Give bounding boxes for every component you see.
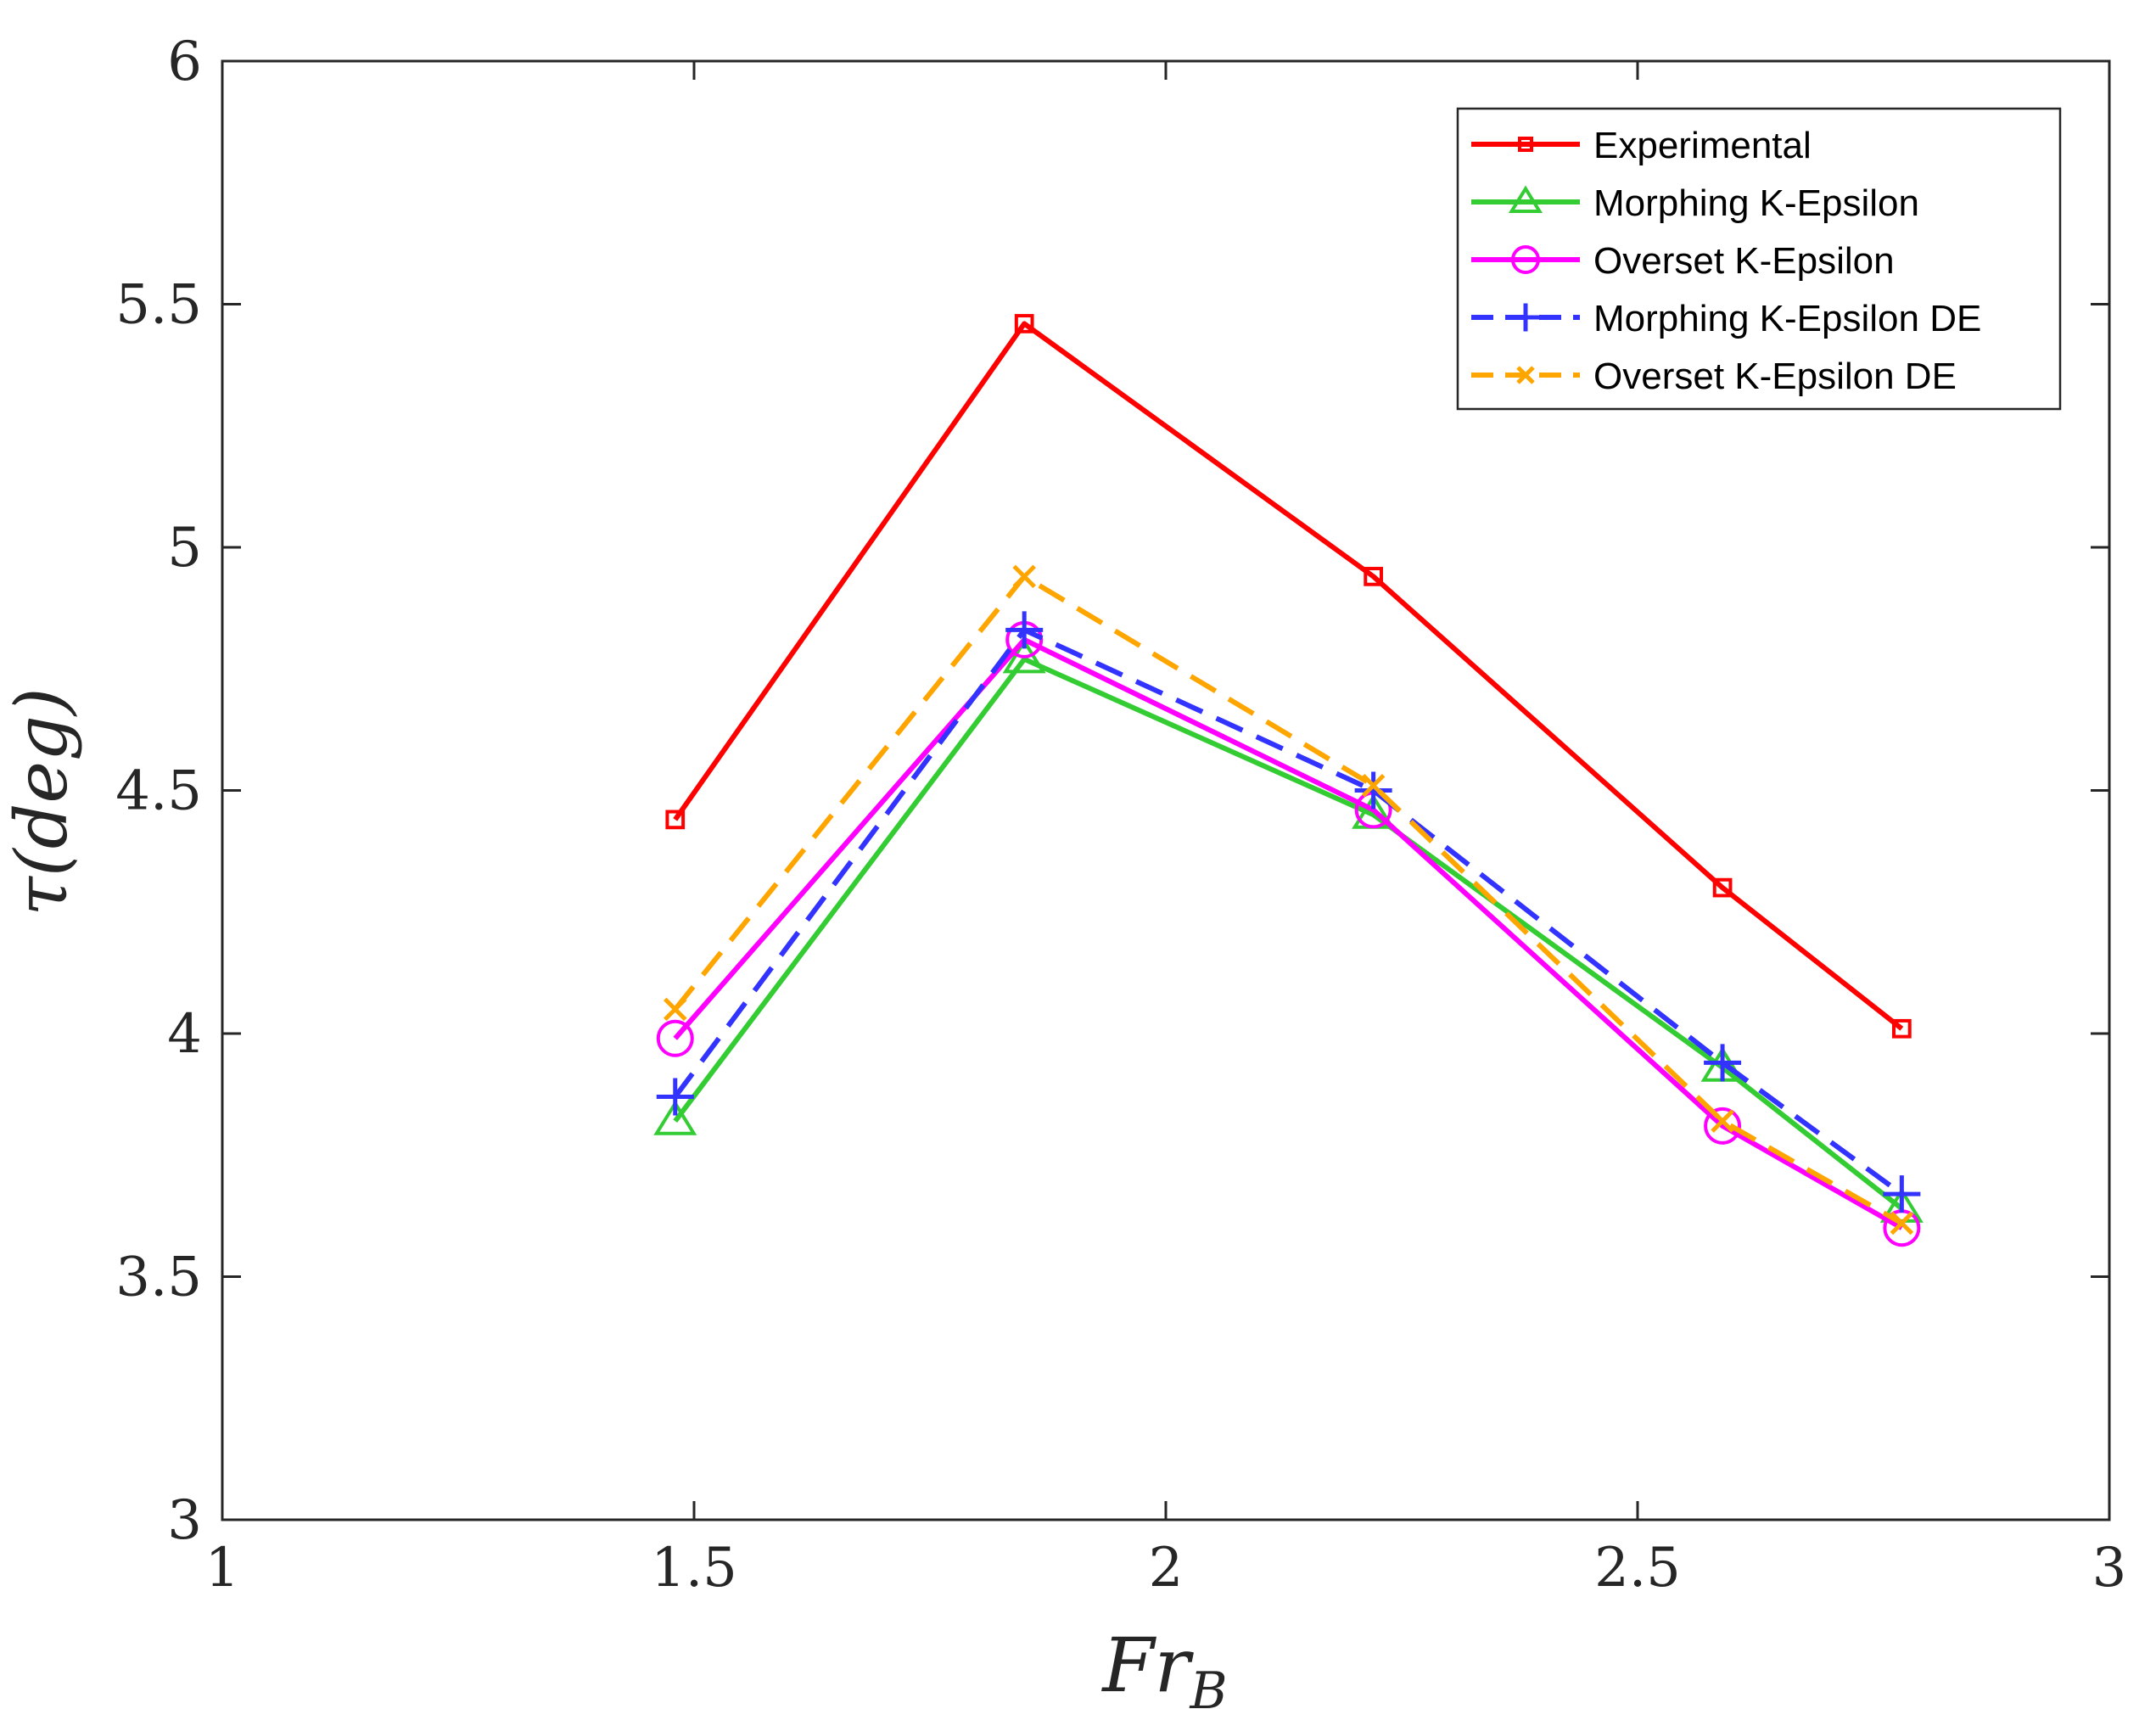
data-point-marker bbox=[1005, 611, 1044, 649]
data-point-marker bbox=[663, 997, 687, 1022]
y-tick-label: 3.5 bbox=[115, 1247, 202, 1309]
data-point-marker bbox=[1361, 774, 1386, 798]
data-point-marker bbox=[653, 1100, 697, 1135]
data-point-marker bbox=[665, 810, 686, 830]
data-point-marker bbox=[1012, 564, 1036, 589]
y-tick-label: 4.5 bbox=[115, 760, 202, 823]
data-point-marker bbox=[1892, 1018, 1912, 1039]
x-axis-label-main: Fr bbox=[1100, 1622, 1194, 1709]
series-line bbox=[673, 321, 1904, 1031]
y-tick-label: 4 bbox=[167, 1003, 202, 1066]
data-point-marker bbox=[1883, 1175, 1921, 1213]
legend-item: Experimental bbox=[1471, 125, 1812, 166]
data-point-marker bbox=[1704, 1107, 1742, 1145]
y-tick-label: 5 bbox=[167, 517, 202, 580]
series-line bbox=[673, 627, 1904, 1196]
x-tick-label: 1.5 bbox=[651, 1537, 737, 1600]
data-point-marker bbox=[656, 1078, 694, 1116]
series-experimental bbox=[665, 314, 1912, 1039]
legend-item: Overset K-Epsilon DE bbox=[1471, 356, 1957, 397]
data-point-marker bbox=[656, 1019, 694, 1057]
data-point-marker bbox=[1364, 567, 1383, 586]
legend-item: Morphing K-Epsilon bbox=[1471, 182, 1919, 224]
x-tick-label: 3 bbox=[2092, 1537, 2127, 1600]
legend-label: Morphing K-Epsilon bbox=[1593, 182, 1919, 224]
legend-label: Experimental bbox=[1593, 125, 1812, 166]
y-axis-label: τ(deg) bbox=[0, 687, 83, 916]
legend: Experimental Morphing K-Epsilon Overset K-… bbox=[1456, 107, 2062, 411]
legend-item: Morphing K-Epsilon DE bbox=[1471, 298, 1981, 339]
series-morphing-k-epsilon-de bbox=[656, 611, 1921, 1213]
data-point-marker bbox=[1711, 1109, 1734, 1133]
y-tick-label: 5.5 bbox=[115, 274, 202, 337]
data-point-marker bbox=[1704, 1044, 1742, 1082]
y-tick-label: 3 bbox=[167, 1489, 202, 1552]
series-line bbox=[673, 636, 1903, 1230]
series-line bbox=[673, 656, 1904, 1211]
data-point-marker bbox=[1014, 314, 1034, 333]
legend-marker bbox=[1516, 366, 1535, 384]
legend-item: Overset K-Epsilon bbox=[1471, 240, 1895, 282]
legend-label: Morphing K-Epsilon DE bbox=[1593, 298, 1981, 339]
legend-marker bbox=[1511, 303, 1540, 332]
legend-label: Overset K-Epsilon bbox=[1593, 240, 1895, 282]
x-axis-label-subscript: B bbox=[1190, 1661, 1228, 1709]
data-point-marker bbox=[1890, 1211, 1914, 1236]
data-point-marker bbox=[1354, 771, 1392, 810]
y-tick-label: 6 bbox=[167, 31, 202, 93]
x-tick-label: 1 bbox=[205, 1537, 240, 1600]
data-point-marker bbox=[1712, 877, 1733, 898]
legend-marker bbox=[1517, 136, 1534, 153]
data-point-marker bbox=[1002, 638, 1046, 674]
x-axis-label: FrB bbox=[1100, 1622, 1227, 1709]
legend-label: Overset K-Epsilon DE bbox=[1593, 356, 1957, 397]
series-overset-k-epsilon-de bbox=[663, 564, 1914, 1236]
x-tick-label: 2.5 bbox=[1594, 1537, 1681, 1600]
series-line bbox=[673, 574, 1903, 1226]
legend-marker bbox=[1508, 185, 1543, 213]
x-tick-label: 2 bbox=[1149, 1537, 1184, 1600]
series-layer bbox=[653, 314, 1924, 1247]
legend-marker bbox=[1511, 245, 1540, 274]
axes-layer: 1 1.5 2 2.5 3 3 3.5 4 4.5 5 5.5 6 bbox=[115, 31, 2126, 1600]
